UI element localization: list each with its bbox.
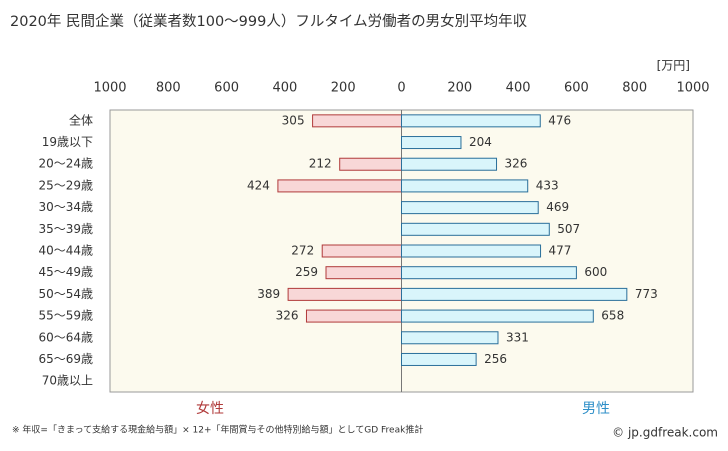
bar [401,352,477,366]
y-tick-label: 19歳以下 [42,135,93,149]
value-label: 212 [309,157,332,171]
bar [401,244,542,258]
value-label: 476 [548,113,571,127]
bar [305,309,403,323]
value-label: 658 [601,309,624,323]
bar [287,287,403,301]
x-tick-label: 1000 [93,81,126,96]
bar [401,309,594,323]
x-tick-label: 800 [622,81,647,96]
y-tick-label: 25〜29歳 [38,178,93,192]
value-label: 424 [247,178,270,192]
y-tick-label: 55〜59歳 [38,309,93,323]
value-label: 326 [505,157,528,171]
value-label: 469 [546,200,569,214]
value-label: 433 [536,178,559,192]
y-tick-label: 20〜24歳 [38,157,93,171]
x-tick-label: 600 [564,81,589,96]
chart-title: 2020年 民間企業（従業者数100〜999人）フルタイム労働者の男女別平均年収 [10,12,528,30]
bar [325,266,402,280]
y-tick-label: 65〜69歳 [38,352,93,366]
value-label: 326 [276,309,299,323]
bar [401,114,541,128]
bar [401,266,577,280]
x-tick-label: 0 [397,81,405,96]
value-label: 477 [549,244,572,258]
value-label: 305 [282,113,305,127]
bar [401,157,498,171]
value-label: 507 [557,222,580,236]
legend-label: 男性 [582,401,610,417]
x-tick-label: 200 [447,81,472,96]
x-tick-label: 1000 [676,81,709,96]
y-tick-label: 45〜49歳 [38,265,93,279]
y-tick-label: 全体 [69,112,93,127]
y-tick-label: 30〜34歳 [38,200,93,214]
x-tick-label: 600 [214,81,239,96]
bar [312,114,402,128]
y-tick-label: 60〜64歳 [38,330,93,344]
value-label: 773 [635,287,658,301]
unit-label: [万円] [657,59,690,73]
bar [401,331,499,345]
value-label: 256 [484,352,507,366]
x-tick-label: 400 [506,81,531,96]
bar [401,201,539,215]
bar [339,157,402,171]
x-tick-label: 400 [272,81,297,96]
source: © jp.gdfreak.com [612,426,718,440]
bar [321,244,403,258]
legend-label: 女性 [196,400,224,417]
value-label: 259 [295,265,318,279]
value-label: 600 [584,265,607,279]
y-tick-label: 50〜54歳 [38,287,93,301]
y-tick-label: 35〜39歳 [38,222,93,236]
bar [401,179,529,193]
y-tick-label: 70歳以上 [42,374,93,388]
y-tick-label: 40〜44歳 [38,244,93,258]
value-label: 331 [506,330,529,344]
x-tick-label: 200 [331,81,356,96]
value-label: 272 [291,244,314,258]
bar [277,179,402,193]
bar [401,222,550,236]
footnote: ※ 年収=「きまって支給する現金給与額」× 12+「年間賞与その他特別給与額」と… [12,424,423,436]
bar [401,287,628,301]
x-tick-label: 800 [156,81,181,96]
value-label: 389 [257,287,280,301]
value-label: 204 [469,135,492,149]
bar [401,136,462,150]
